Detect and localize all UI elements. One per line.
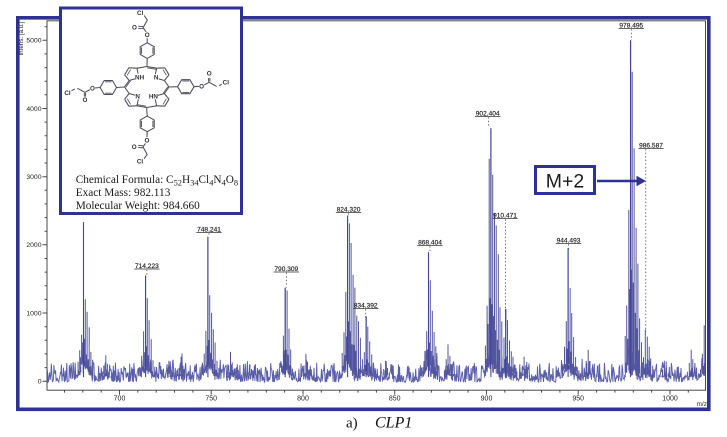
svg-text:910.471: 910.471 [493,212,517,219]
svg-text:0: 0 [38,379,42,386]
svg-text:950: 950 [572,396,584,403]
svg-text:2000: 2000 [26,242,41,249]
svg-text:824.320: 824.320 [337,206,361,213]
svg-text:O: O [132,144,137,151]
svg-text:N: N [135,93,140,100]
svg-text:a): a) [346,416,358,432]
svg-text:3000: 3000 [26,174,41,181]
svg-text:HN: HN [149,93,159,100]
svg-text:700: 700 [114,396,126,403]
svg-text:986.587: 986.587 [639,142,663,149]
svg-text:O: O [145,32,150,39]
svg-text:O: O [199,84,204,91]
svg-text:O: O [90,86,95,93]
svg-text:Molecular Weight: 984.660: Molecular Weight: 984.660 [76,200,200,212]
svg-text:Cl: Cl [64,90,71,97]
svg-text:CLP1: CLP1 [375,415,412,432]
svg-text:978.495: 978.495 [619,22,643,29]
svg-text:850: 850 [389,396,401,403]
svg-text:N: N [154,75,159,82]
svg-text:750: 750 [205,396,217,403]
svg-text:5000: 5000 [26,38,41,45]
svg-text:Chemical Formula: C52H34Cl4N4O: Chemical Formula: C52H34Cl4N4O8 [76,174,238,187]
svg-text:800: 800 [297,396,309,403]
svg-text:714.223: 714.223 [135,263,159,270]
svg-text:790.309: 790.309 [274,266,298,273]
svg-text:900: 900 [481,396,493,403]
svg-text:O: O [207,70,212,77]
svg-text:O: O [132,25,137,32]
svg-text:Cl: Cl [223,79,230,86]
svg-text:944.493: 944.493 [557,237,581,244]
svg-text:Cl: Cl [137,158,144,165]
svg-text:Cl: Cl [137,10,144,17]
svg-text:4000: 4000 [26,106,41,113]
svg-text:m/z: m/z [697,401,707,408]
svg-text:834.392: 834.392 [354,302,378,309]
svg-text:1000: 1000 [26,310,41,317]
svg-text:868.404: 868.404 [418,239,442,246]
svg-text:1000: 1000 [662,396,678,403]
svg-text:O: O [144,137,149,144]
svg-text:NH: NH [135,74,145,81]
svg-text:M+2: M+2 [546,171,584,193]
svg-text:O: O [82,97,87,104]
svg-text:748.241: 748.241 [197,226,221,233]
svg-text:902.404: 902.404 [476,110,500,117]
svg-text:Exact Mass: 982.113: Exact Mass: 982.113 [76,187,171,199]
svg-text:Intens. [a.u.]: Intens. [a.u.] [18,21,25,55]
